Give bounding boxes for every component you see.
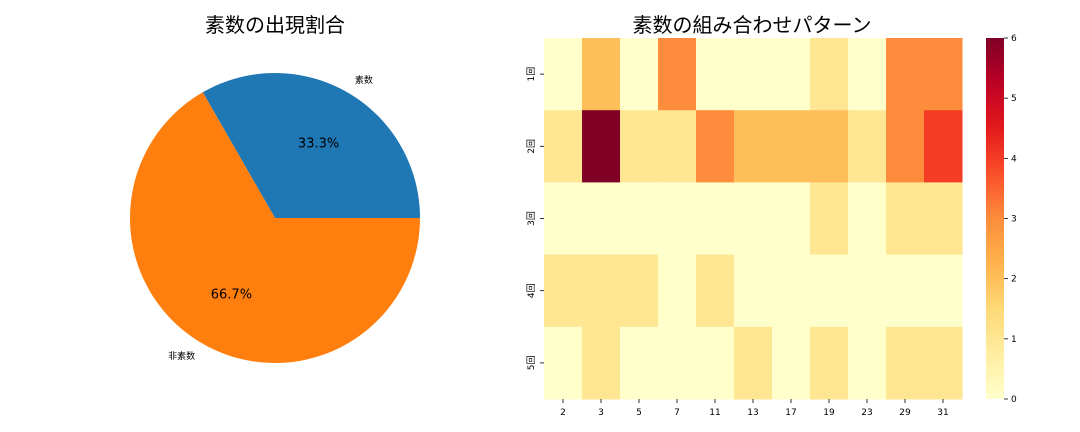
colorbar-tick-label: 1 xyxy=(1011,335,1017,345)
heatmap-cell xyxy=(848,182,887,256)
pie-slice xyxy=(129,92,421,364)
heatmap-cell xyxy=(696,254,735,328)
heatmap-cell xyxy=(734,110,773,183)
heatmap-cell xyxy=(582,254,621,328)
heatmap-cell xyxy=(658,254,697,328)
x-tick-label: 19 xyxy=(823,408,835,418)
heatmap-cell xyxy=(772,254,811,328)
heatmap-cell xyxy=(620,38,659,111)
y-tick-label: 2回 xyxy=(526,139,537,154)
heatmap-cell xyxy=(696,110,735,183)
x-tick-label: 17 xyxy=(785,408,796,418)
pie-slice-percent: 66.7% xyxy=(211,287,252,302)
pie-slice-label: 素数 xyxy=(355,74,373,86)
heatmap-cell xyxy=(924,182,963,256)
heatmap-cell xyxy=(772,38,811,111)
pie-slices: 素数 33.3% 非素数 66.7% xyxy=(129,73,421,364)
heatmap-cell xyxy=(848,326,887,400)
heatmap-cell xyxy=(734,182,773,256)
heatmap-cell xyxy=(620,110,659,183)
heatmap-cell xyxy=(886,182,925,256)
heatmap-cell xyxy=(810,110,849,183)
colorbar-tick-label: 5 xyxy=(1011,94,1017,104)
y-tick-label: 3回 xyxy=(526,211,537,226)
heatmap-cell xyxy=(696,182,735,256)
heatmap-cell xyxy=(734,326,773,400)
x-tick-label: 3 xyxy=(598,408,604,418)
heatmap-cell xyxy=(886,326,925,400)
x-tick-label: 29 xyxy=(899,408,911,418)
heatmap-cell xyxy=(544,110,583,183)
heatmap-cell xyxy=(924,110,963,183)
heatmap-cell xyxy=(734,38,773,111)
pie-slice xyxy=(202,73,420,218)
x-tick-label: 11 xyxy=(709,408,720,418)
heatmap-x-ticks: 2 3 5 7 11 13 17 19 23 29 31 xyxy=(560,399,949,418)
pie-slice-percent: 33.3% xyxy=(298,137,339,152)
heatmap-cell xyxy=(772,326,811,400)
heatmap-cells xyxy=(544,38,963,400)
heatmap-cell xyxy=(696,326,735,400)
heatmap-cell xyxy=(544,182,583,256)
heatmap-y-ticks: 1回 2回 3回 4回 5回 xyxy=(526,67,544,371)
heatmap-cell xyxy=(810,38,849,111)
heatmap-cell xyxy=(886,38,925,111)
y-tick-label: 1回 xyxy=(526,67,537,82)
heatmap-cell xyxy=(658,110,697,183)
heatmap-cell xyxy=(924,254,963,328)
colorbar-tick-label: 0 xyxy=(1011,395,1017,405)
heatmap-cell xyxy=(658,182,697,256)
heatmap-cell xyxy=(582,110,621,183)
heatmap-chart-title: 素数の組み合わせパターン xyxy=(633,13,872,37)
heatmap-cell xyxy=(886,254,925,328)
heatmap-cell xyxy=(582,38,621,111)
heatmap-cell xyxy=(848,110,887,183)
heatmap-cell xyxy=(696,38,735,111)
heatmap-cell xyxy=(734,254,773,328)
heatmap-cell xyxy=(620,326,659,400)
colorbar: 0 1 2 3 4 5 6 xyxy=(986,34,1017,405)
heatmap-cell xyxy=(848,38,887,111)
y-tick-label: 5回 xyxy=(526,356,537,371)
y-tick-label: 4回 xyxy=(526,283,537,298)
x-tick-label: 31 xyxy=(937,408,948,418)
pie-chart-title: 素数の出現割合 xyxy=(205,13,345,37)
colorbar-tick-label: 2 xyxy=(1011,275,1017,285)
heatmap-cell xyxy=(810,254,849,328)
heatmap-cell xyxy=(924,326,963,400)
x-tick-label: 23 xyxy=(861,408,872,418)
colorbar-tick-label: 3 xyxy=(1011,215,1017,225)
heatmap-cell xyxy=(582,182,621,256)
heatmap-cell xyxy=(772,110,811,183)
pie-chart: 素数の出現割合 素数 33.3% 非素数 66.7% xyxy=(129,13,421,364)
heatmap-cell xyxy=(924,38,963,111)
heatmap-cell xyxy=(544,326,583,400)
x-tick-label: 13 xyxy=(747,408,758,418)
heatmap-cell xyxy=(620,182,659,256)
pie-slice-label: 非素数 xyxy=(168,350,195,362)
x-tick-label: 5 xyxy=(636,408,642,418)
heatmap-cell xyxy=(620,254,659,328)
heatmap-cell xyxy=(772,182,811,256)
colorbar-tick-label: 4 xyxy=(1011,154,1017,164)
heatmap-cell xyxy=(582,326,621,400)
x-tick-label: 7 xyxy=(674,408,680,418)
heatmap-cell xyxy=(544,38,583,111)
colorbar-tick-label: 6 xyxy=(1011,34,1017,44)
heatmap-cell xyxy=(848,254,887,328)
heatmap-cell xyxy=(658,326,697,400)
heatmap-cell xyxy=(810,326,849,400)
x-tick-label: 2 xyxy=(560,408,566,418)
heatmap-chart: 素数の組み合わせパターン 2 3 5 7 11 13 17 19 23 29 31 1回2回3回4回… xyxy=(526,13,1017,418)
heatmap-cell xyxy=(810,182,849,256)
heatmap-cell xyxy=(658,38,697,111)
heatmap-cell xyxy=(886,110,925,183)
colorbar-gradient xyxy=(986,38,1004,399)
heatmap-cell xyxy=(544,254,583,328)
